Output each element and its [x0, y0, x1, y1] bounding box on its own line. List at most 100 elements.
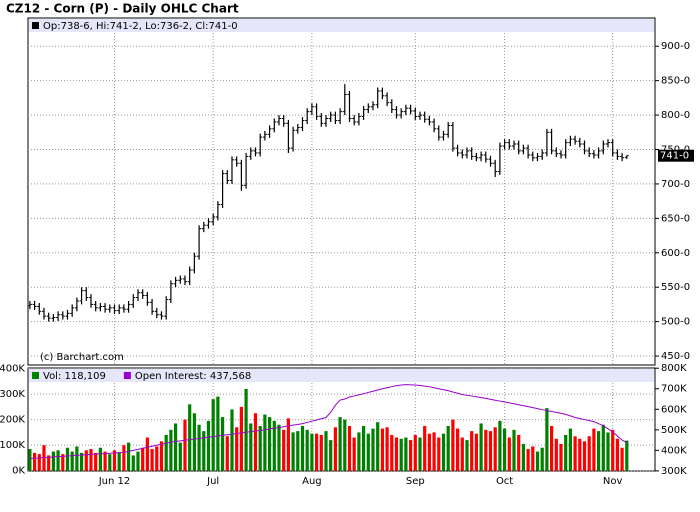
volume-bar: [84, 450, 88, 471]
volume-bar: [601, 424, 605, 471]
volume-bar: [554, 438, 558, 471]
volume-bar: [507, 437, 511, 471]
volume-bar: [239, 406, 243, 471]
volume-bar: [277, 424, 281, 471]
volume-bar: [164, 434, 168, 471]
volume-bar: [488, 431, 493, 471]
volume-bar: [188, 404, 192, 471]
volume-bar: [352, 437, 356, 471]
legend-swatch: [32, 372, 39, 379]
volume-bar: [131, 455, 135, 471]
volume-bar: [324, 431, 328, 471]
volume-bar: [329, 440, 333, 471]
volume-bar: [460, 437, 464, 471]
volume-bar: [432, 432, 436, 471]
volume-bar: [596, 431, 601, 471]
volume-bar: [75, 446, 79, 471]
volume-bar: [145, 437, 149, 471]
volume-bar: [28, 449, 32, 471]
last-price-label: 741-0: [660, 151, 689, 162]
volume-bar: [568, 428, 572, 471]
volume-bar: [540, 447, 544, 471]
volume-bar: [253, 413, 258, 471]
y-tick-label: 500-0: [661, 317, 690, 328]
volume-bar: [366, 433, 370, 471]
y-tick-label: 700-0: [661, 179, 690, 190]
volume-bar: [380, 428, 384, 471]
volume-bar: [404, 437, 408, 471]
x-tick-label: Aug: [302, 476, 322, 487]
y-tick-label: 0K: [12, 466, 25, 477]
volume-bar: [606, 432, 610, 471]
volume-bar: [437, 437, 441, 471]
volume-bar: [136, 451, 140, 471]
volume-bar: [446, 426, 450, 471]
volume-bar: [399, 438, 403, 471]
volume-bar: [103, 451, 107, 471]
volume-bar: [183, 419, 187, 471]
volume-bar: [155, 446, 159, 471]
volume-bar: [361, 426, 366, 471]
volume-bar: [150, 449, 154, 471]
volume-bar: [390, 434, 394, 471]
volume-bar: [291, 432, 295, 471]
volume-bar: [258, 426, 262, 471]
open-interest-line: [29, 384, 628, 460]
volume-bar: [79, 452, 84, 471]
y-tick-label: 900-0: [661, 41, 690, 52]
volume-bar: [455, 428, 460, 471]
volume-bar: [408, 440, 413, 471]
volume-bar: [56, 450, 60, 471]
volume-bar: [89, 449, 93, 471]
legend-text: Open Interest: 437,568: [135, 371, 251, 382]
chart-title: CZ12 - Corn (P) - Daily OHLC Chart: [6, 2, 239, 16]
y-tick-label: 100K: [0, 440, 25, 451]
credit: (c) Barchart.com: [40, 352, 124, 363]
x-tick-label: Jun 12: [98, 476, 131, 487]
volume-bar: [545, 408, 549, 471]
y-tick-label: 850-0: [661, 76, 690, 87]
legend-text: Op:738-6, Hi:741-2, Lo:736-2, Cl:741-0: [43, 21, 238, 32]
volume-bar: [197, 424, 201, 471]
volume-bar: [220, 417, 225, 471]
volume-bar: [371, 428, 375, 471]
volume-bar: [65, 447, 70, 471]
volume-bar: [625, 440, 629, 471]
volume-bar: [413, 434, 417, 471]
y2-tick-label: 700K: [661, 384, 687, 395]
volume-bar: [117, 452, 121, 471]
volume-bar: [32, 452, 37, 471]
volume-bar: [376, 422, 380, 471]
volume-bar: [126, 442, 131, 471]
volume-bar: [244, 388, 248, 471]
volume-bar: [249, 423, 253, 471]
volume-bar: [173, 423, 178, 471]
volume-bar: [587, 436, 591, 471]
x-tick-label: Nov: [603, 476, 623, 487]
volume-bar: [314, 433, 319, 471]
volume-bar: [357, 432, 361, 471]
y-tick-label: 650-0: [661, 213, 690, 224]
volume-bar: [37, 454, 41, 471]
volume-bar: [159, 441, 164, 471]
volume-bar: [300, 426, 305, 471]
volume-bar: [531, 446, 535, 471]
y-tick-label: 550-0: [661, 282, 690, 293]
y-tick-label: 400K: [0, 364, 25, 375]
y-tick-label: 800-0: [661, 110, 690, 121]
volume-bar: [549, 426, 554, 471]
volume-bar: [418, 437, 422, 471]
volume-bar: [615, 438, 619, 471]
volume-bar: [216, 396, 220, 471]
volume-bar: [484, 429, 488, 471]
volume-bar: [263, 414, 267, 471]
volume-bar: [141, 447, 145, 471]
volume-bar: [319, 434, 323, 471]
volume-bar: [286, 418, 290, 471]
volume-bar: [493, 427, 497, 471]
volume-bar: [423, 426, 427, 471]
volume-bar: [333, 427, 337, 471]
volume-bar: [578, 438, 582, 471]
